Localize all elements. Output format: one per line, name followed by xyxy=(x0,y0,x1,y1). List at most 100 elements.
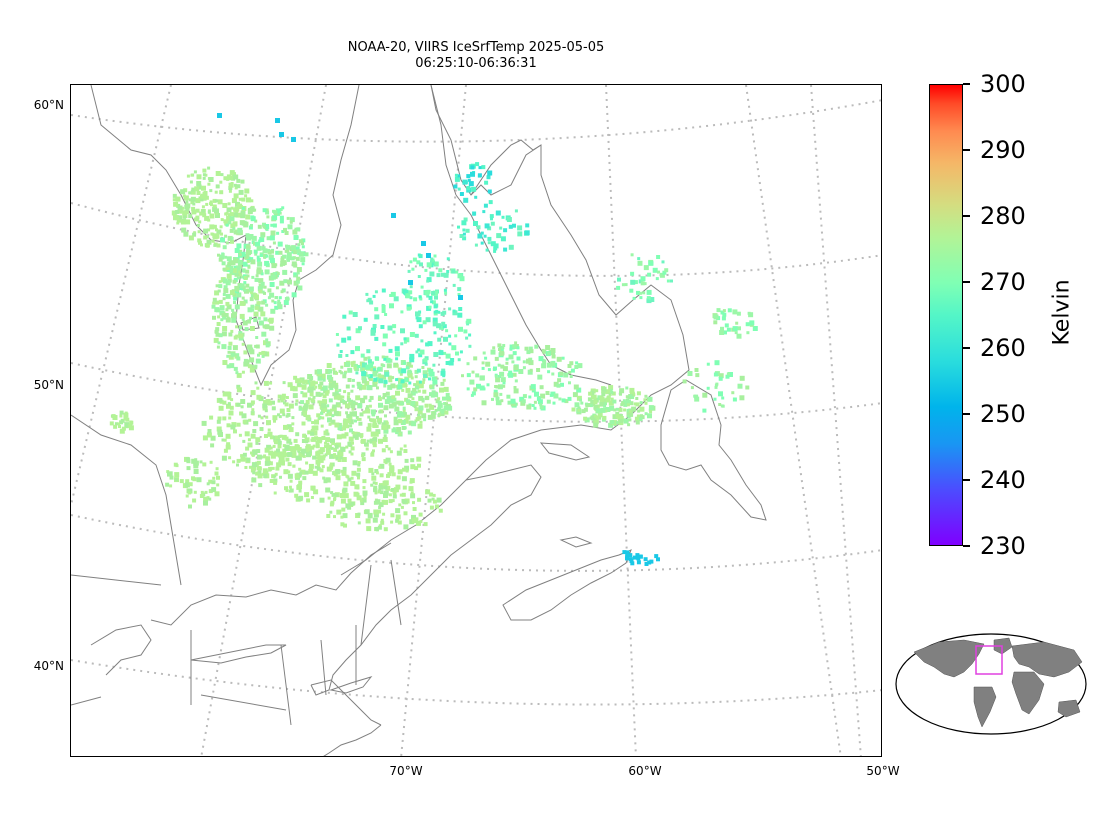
ice-temp-pixel xyxy=(295,432,300,437)
ice-temp-pixel xyxy=(311,425,316,430)
ice-temp-pixel xyxy=(418,383,424,389)
ice-temp-pixel xyxy=(206,482,210,486)
ice-temp-pixel xyxy=(326,444,332,450)
ice-temp-pixel xyxy=(372,443,377,448)
ice-temp-pixel xyxy=(370,329,376,335)
colorbar-tick-label: 290 xyxy=(980,136,1026,164)
ice-temp-pixel xyxy=(362,410,366,414)
ice-temp-pixel xyxy=(656,557,660,562)
ice-temp-pixel xyxy=(270,272,274,276)
ice-temp-pixel xyxy=(367,385,373,391)
ice-temp-pixel xyxy=(635,397,639,400)
ice-temp-pixel xyxy=(285,396,289,399)
ice-temp-pixel xyxy=(297,496,303,502)
ice-temp-pixel xyxy=(228,410,234,416)
ice-temp-pixel xyxy=(398,432,402,436)
ice-temp-pixel xyxy=(433,304,438,309)
ice-temp-pixel xyxy=(261,354,265,358)
ice-temp-pixel xyxy=(425,489,431,495)
ice-temp-pixel xyxy=(256,301,261,306)
ice-temp-pixel xyxy=(186,174,190,178)
ice-temp-pixel xyxy=(183,231,189,237)
ice-temp-pixel xyxy=(615,407,619,411)
ice-temp-pixel xyxy=(652,267,658,273)
ice-temp-pixel xyxy=(442,378,446,382)
ice-temp-pixel xyxy=(631,406,637,412)
ice-temp-pixel xyxy=(355,416,359,419)
ice-temp-pixel xyxy=(276,448,280,453)
ice-temp-pixel xyxy=(539,405,544,410)
ice-temp-pixel xyxy=(290,256,295,261)
ice-temp-pixel xyxy=(261,350,266,355)
ice-temp-pixel xyxy=(391,395,396,400)
ice-temp-pixel xyxy=(516,346,520,350)
ice-temp-pixel xyxy=(482,351,486,355)
ice-temp-pixel xyxy=(435,399,440,404)
ice-temp-pixel xyxy=(670,279,673,283)
ice-temp-pixel xyxy=(579,398,582,402)
ice-temp-pixel xyxy=(292,393,298,399)
ice-temp-pixel xyxy=(183,188,188,193)
ice-temp-pixel xyxy=(387,325,393,331)
ice-temp-pixel xyxy=(361,378,367,384)
ice-temp-pixel xyxy=(343,493,349,499)
ice-temp-pixel xyxy=(123,416,128,421)
ice-temp-pixel xyxy=(384,313,388,316)
ice-temp-pixel xyxy=(339,493,345,498)
ice-temp-pixel xyxy=(446,257,450,261)
ice-temp-pixel xyxy=(581,409,586,414)
ice-temp-pixel xyxy=(274,305,279,310)
map-panel[interactable] xyxy=(70,84,882,757)
colorbar-tick-label: 270 xyxy=(980,268,1026,296)
ice-temp-pixel xyxy=(487,368,491,372)
ice-temp-pixel xyxy=(624,400,629,405)
ice-temp-pixel xyxy=(389,294,393,297)
ice-temp-pixel xyxy=(418,395,424,401)
ice-temp-pixel xyxy=(203,235,208,240)
ice-temp-pixel xyxy=(374,307,379,312)
ice-temp-pixel xyxy=(228,456,232,460)
ice-temp-pixel xyxy=(274,440,278,445)
ice-temp-pixel xyxy=(335,371,338,375)
ice-temp-pixel xyxy=(432,317,438,323)
ice-temp-pixel xyxy=(245,446,250,451)
ice-temp-pixel xyxy=(278,250,283,255)
ice-temp-pixel xyxy=(619,388,625,394)
ice-temp-pixel xyxy=(232,279,237,284)
colorbar-tick-mark xyxy=(963,149,970,151)
ice-temp-pixel xyxy=(446,270,450,273)
ice-temp-pixel xyxy=(294,473,300,479)
ice-temp-pixel xyxy=(429,392,433,397)
ice-temp-pixel xyxy=(446,396,450,400)
ice-temp-pixel xyxy=(408,486,414,492)
ice-temp-pixel xyxy=(217,416,222,421)
northern-quebec xyxy=(430,85,457,196)
ice-temp-pixel xyxy=(233,212,238,217)
ice-temp-pixel xyxy=(210,435,216,441)
ice-temp-pixel xyxy=(593,422,599,428)
ice-temp-pixel xyxy=(325,447,329,451)
ice-temp-pixel xyxy=(265,415,269,419)
ice-temp-pixel xyxy=(409,285,413,289)
ice-temp-pixel xyxy=(404,458,409,463)
ice-temp-pixel xyxy=(240,275,244,279)
ice-temp-pixel xyxy=(354,419,357,423)
ice-temp-pixel xyxy=(226,215,232,221)
ice-temp-pixel xyxy=(322,476,326,480)
ice-temp-pixel xyxy=(275,286,279,290)
ice-temp-pixel xyxy=(439,387,444,393)
ice-temp-pixel xyxy=(748,312,754,318)
ice-temp-pixel xyxy=(254,305,259,310)
ice-temp-pixel xyxy=(408,280,413,285)
ice-temp-pixel xyxy=(604,409,608,413)
ice-temp-pixel xyxy=(394,346,400,352)
ice-temp-pixel xyxy=(615,411,620,416)
ice-temp-pixel xyxy=(300,391,304,395)
ice-temp-pixel xyxy=(454,176,460,182)
ice-temp-pixel xyxy=(310,438,314,442)
ice-temp-pixel xyxy=(282,381,286,385)
ice-temp-pixel xyxy=(195,208,200,213)
ice-temp-pixel xyxy=(301,238,306,243)
globe-land xyxy=(913,637,1083,728)
ice-temp-pixel xyxy=(172,198,176,202)
